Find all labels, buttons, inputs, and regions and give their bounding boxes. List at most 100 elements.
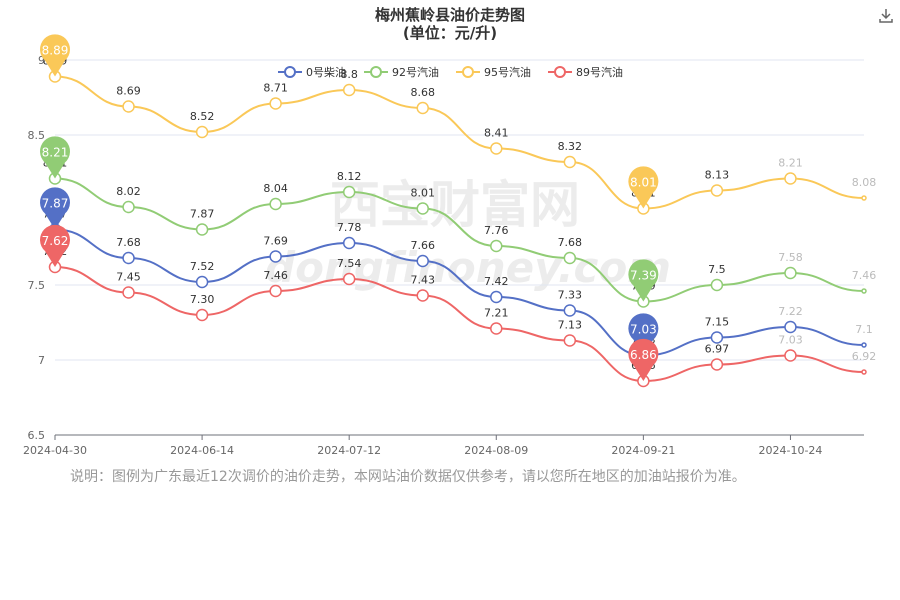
chart-subtitle: (单位：元/升) <box>403 24 497 42</box>
data-point <box>563 251 577 265</box>
watermark-text: 西宝财富网 <box>330 176 580 234</box>
pin-shape <box>628 338 659 381</box>
data-label: 7.45 <box>116 271 141 284</box>
max-pin: 7.62 <box>40 224 70 267</box>
data-point <box>269 250 282 263</box>
data-label: 7.87 <box>190 208 215 221</box>
download-icon[interactable] <box>876 6 896 26</box>
data-point <box>122 200 135 214</box>
pin-label: 7.62 <box>42 234 69 248</box>
data-point <box>416 254 429 268</box>
legend-item-diesel0[interactable]: 0号柴油 <box>278 65 346 79</box>
y-tick-label: 9 <box>38 54 45 67</box>
data-label: 7.68 <box>116 236 141 249</box>
watermark: 西宝财富网 dongfinoney.com <box>265 176 671 292</box>
legend-item-gas92[interactable]: 92号汽油 <box>364 65 439 79</box>
data-label: 8.12 <box>337 170 362 183</box>
legend-item-gas95[interactable]: 95号汽油 <box>456 65 531 79</box>
data-label: 7.46 <box>263 269 288 282</box>
pin-shape <box>40 224 70 267</box>
data-label: 7.1 <box>855 323 873 336</box>
data-point <box>710 278 724 292</box>
data-point <box>195 275 209 289</box>
data-label: 7.42 <box>484 275 509 288</box>
pin-label: 8.01 <box>630 176 657 190</box>
data-point <box>490 290 503 304</box>
data-point <box>416 101 429 115</box>
x-tick-label: 2024-06-14 <box>170 444 234 457</box>
legend-swatch-marker <box>554 66 566 78</box>
data-point <box>710 184 724 197</box>
y-tick-label: 8.5 <box>28 129 46 142</box>
legend[interactable]: 0号柴油 92号汽油 95号汽油 89号汽油 <box>278 65 623 79</box>
legend-label: 0号柴油 <box>306 65 346 79</box>
max-pin: 7.87 <box>40 187 70 230</box>
pin-label: 7.39 <box>630 269 657 283</box>
x-tick-label: 2024-10-24 <box>758 444 822 457</box>
pin-label: 7.87 <box>42 197 69 211</box>
data-label: 7.68 <box>558 236 583 249</box>
chart-title: 梅州蕉岭县油价走势图 <box>375 6 525 24</box>
data-point <box>861 195 867 201</box>
data-label: 7.76 <box>484 224 509 237</box>
chart-note: 说明：图例为广东最近12次调价的油价走势，本网站油价数据仅供参考，请以您所在地区… <box>70 469 746 485</box>
data-label: 8.68 <box>410 86 435 99</box>
data-point <box>710 331 724 344</box>
data-point <box>416 202 429 215</box>
data-point <box>563 155 577 169</box>
x-tick-label: 2024-09-21 <box>611 444 675 457</box>
axes: 6.5 7 7.5 8.5 9 2024-04-30 2024-06-14 2024-07-1… <box>23 54 864 457</box>
max-pin: 8.89 <box>40 34 71 77</box>
legend-label: 89号汽油 <box>576 65 623 79</box>
data-point <box>563 334 577 347</box>
data-point <box>490 322 503 335</box>
pin-label: 8.89 <box>42 44 69 58</box>
data-label: 8.69 <box>116 85 141 98</box>
y-tick-label: 7.5 <box>28 279 46 292</box>
data-point <box>342 272 356 286</box>
data-label: 6.92 <box>852 350 877 363</box>
data-point <box>784 172 797 185</box>
data-point <box>122 286 135 299</box>
pin-shape <box>40 136 70 179</box>
data-label: 8.21 <box>778 157 803 170</box>
data-label: 8.71 <box>263 82 288 95</box>
y-tick-label: 7 <box>38 354 45 367</box>
min-pin: 8.01 <box>628 166 659 209</box>
data-label: 7.66 <box>410 239 435 252</box>
data-label: 6.97 <box>705 343 730 356</box>
data-point <box>342 236 356 250</box>
data-label: 7.13 <box>558 319 583 332</box>
data-point <box>342 185 356 199</box>
data-point <box>416 289 429 302</box>
data-label: 8.04 <box>263 182 288 195</box>
data-point <box>269 197 282 211</box>
data-label: 7.22 <box>778 305 803 318</box>
data-labels: 7.87 7.68 7.52 7.69 7.78 7.66 7.42 7.33 7.03 7.15… <box>43 55 877 373</box>
data-label: 7.54 <box>337 257 362 270</box>
data-label: 8.8 <box>340 68 358 81</box>
pin-shape <box>628 259 659 302</box>
data-point <box>122 251 135 265</box>
watermark-latin: dongfinoney.com <box>265 243 671 292</box>
legend-label: 92号汽油 <box>392 65 439 79</box>
data-point <box>195 223 209 236</box>
data-label: 8.32 <box>558 140 583 153</box>
min-pin: 7.03 <box>628 313 659 356</box>
legend-swatch-marker <box>370 66 382 78</box>
data-point <box>122 100 135 113</box>
min-pin: 7.39 <box>628 259 659 302</box>
legend-item-gas89[interactable]: 89号汽油 <box>548 65 623 79</box>
data-point <box>490 239 503 253</box>
data-label: 8.13 <box>705 169 730 182</box>
markers: 7.877.038.217.398.898.017.626.86 <box>40 34 659 381</box>
data-label: 7.30 <box>190 293 215 306</box>
x-tick-label: 2024-04-30 <box>23 444 87 457</box>
pin-shape <box>628 166 659 209</box>
data-label: 8.52 <box>190 110 215 123</box>
x-tick-label: 2024-07-12 <box>317 444 381 457</box>
min-pin: 6.86 <box>628 338 659 381</box>
y-tick-label: 6.5 <box>28 429 46 442</box>
pin-label: 7.03 <box>630 323 657 337</box>
data-label: 7.21 <box>484 307 509 320</box>
